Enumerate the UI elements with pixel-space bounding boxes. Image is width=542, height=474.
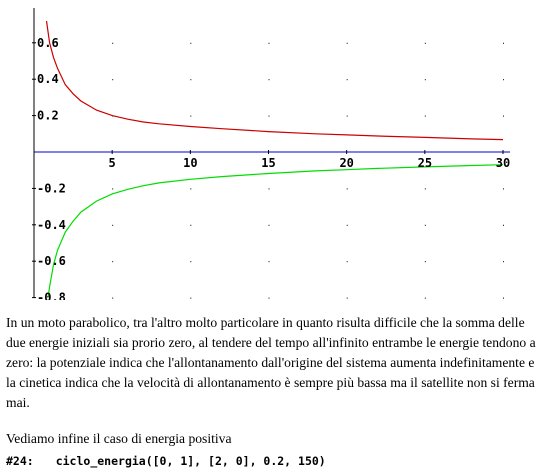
y-tick-label: -0.6 xyxy=(37,254,66,268)
grid-dot xyxy=(268,188,270,190)
grid-dot xyxy=(268,79,270,81)
grid-dot xyxy=(346,42,348,44)
axis-ticks xyxy=(32,42,504,299)
x-tick-label: 15 xyxy=(261,156,275,170)
grid-dot xyxy=(424,188,426,190)
grid-dot xyxy=(503,42,504,44)
tick-labels: 5 10 15 20 25 30 0.6 0.4 0.2 -0.2 -0.4 -0.6 -0.8 xyxy=(37,36,510,300)
grid-dot xyxy=(346,79,348,81)
grid-dot xyxy=(503,188,504,190)
grid-dot xyxy=(190,224,192,226)
grid-dot xyxy=(424,297,426,299)
x-tick-label: 5 xyxy=(109,156,116,170)
x-tick-label: 30 xyxy=(496,156,510,170)
series-lines xyxy=(45,20,504,298)
grid-dot xyxy=(190,297,192,299)
grid-dot xyxy=(112,297,114,299)
grid-dot xyxy=(424,42,426,44)
grid-dot xyxy=(346,261,348,263)
grid-dot xyxy=(190,42,192,44)
grid-dot xyxy=(346,224,348,226)
grid-dot xyxy=(503,115,504,117)
grid-dot xyxy=(112,224,114,226)
grid-dot xyxy=(190,261,192,263)
grid-dot xyxy=(503,261,504,263)
description-text: In un moto parabolico, tra l'altro molto… xyxy=(6,313,538,449)
y-tick-label: -0.2 xyxy=(37,181,66,195)
energy-plot: 5 10 15 20 25 30 0.6 0.4 0.2 -0.2 -0.4 -0.6 -0.8 xyxy=(32,8,510,300)
grid-dot xyxy=(503,297,504,299)
grid-dot xyxy=(268,42,270,44)
command-text: ciclo_energia([0, 1], [2, 0], 0.2, 150) xyxy=(55,454,326,468)
x-tick-label: 25 xyxy=(418,156,432,170)
y-tick-label: 0.4 xyxy=(37,72,59,86)
grid-dots xyxy=(112,42,504,299)
positive-energy-intro: Vediamo infine il caso di energia positi… xyxy=(6,431,232,446)
x-tick-label: 20 xyxy=(339,156,353,170)
grid-dot xyxy=(424,115,426,117)
y-tick-label: 0.6 xyxy=(37,36,59,50)
grid-dot xyxy=(424,79,426,81)
grid-dot xyxy=(424,261,426,263)
command-line: #24: ciclo_energia([0, 1], [2, 0], 0.2, … xyxy=(6,454,536,468)
grid-dot xyxy=(190,79,192,81)
grid-dot xyxy=(112,188,114,190)
grid-dot xyxy=(268,297,270,299)
grid-dot xyxy=(424,224,426,226)
y-tick-label: 0.2 xyxy=(37,109,59,123)
grid-dot xyxy=(190,115,192,117)
x-tick-label: 10 xyxy=(183,156,197,170)
grid-dot xyxy=(503,224,504,226)
grid-dot xyxy=(268,224,270,226)
y-tick-label: -0.8 xyxy=(37,291,66,300)
command-prompt: #24: xyxy=(6,454,34,468)
grid-dot xyxy=(112,261,114,263)
grid-dot xyxy=(112,79,114,81)
grid-dot xyxy=(190,188,192,190)
grid-dot xyxy=(346,115,348,117)
series-line-2 xyxy=(47,164,504,298)
grid-dot xyxy=(346,297,348,299)
grid-dot xyxy=(268,261,270,263)
grid-dot xyxy=(346,188,348,190)
grid-dot xyxy=(268,115,270,117)
series-line-1 xyxy=(45,20,504,141)
grid-dot xyxy=(503,79,504,81)
explanation-paragraph: In un moto parabolico, tra l'altro molto… xyxy=(6,315,536,410)
grid-dot xyxy=(112,42,114,44)
y-tick-label: -0.4 xyxy=(37,218,66,232)
